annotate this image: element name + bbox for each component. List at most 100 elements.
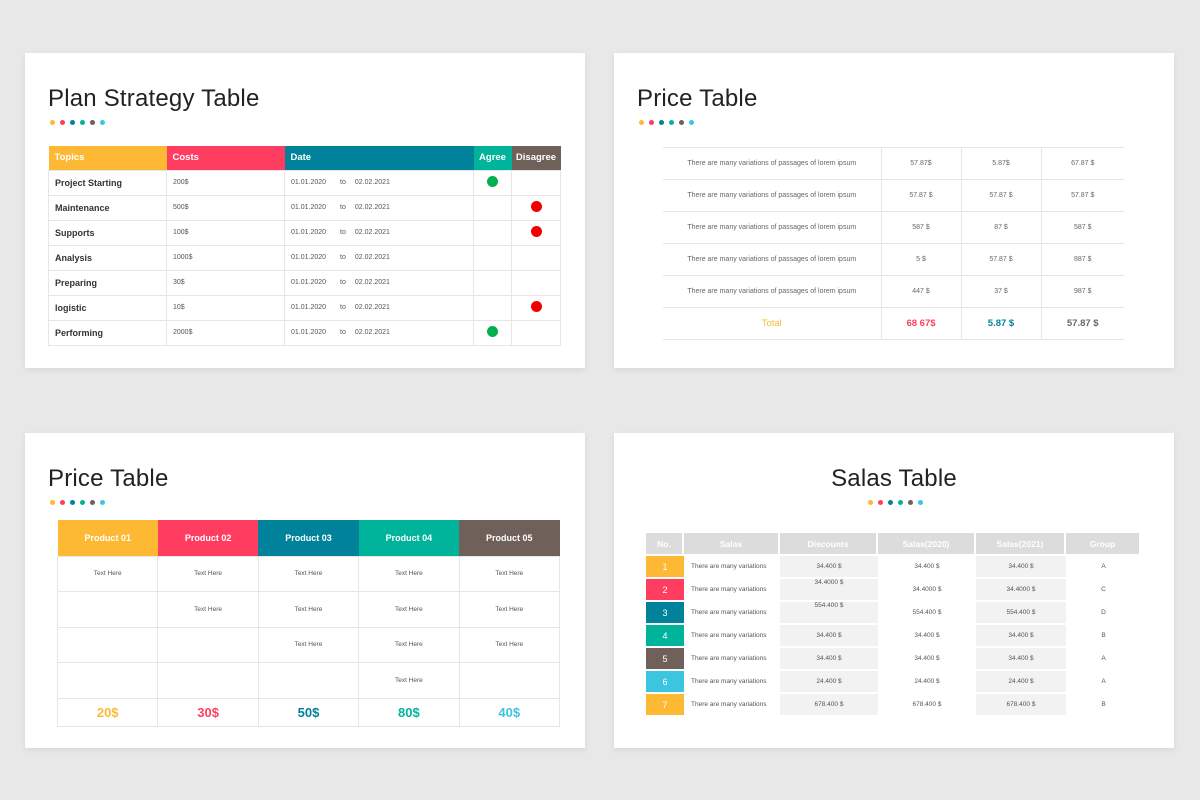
feature-cell [56, 662, 159, 699]
feature-cell [157, 626, 259, 663]
feature-cell [157, 662, 259, 699]
price-cell: 67.87 $ [1040, 147, 1124, 180]
salas-2021-cell: 678.400 $ [976, 694, 1066, 715]
topic-cell: Preparing [48, 269, 167, 296]
cost-cell: 2000$ [166, 319, 285, 346]
feature-cell: Text Here [257, 626, 360, 663]
date-from: 01.01.2020 [291, 279, 327, 286]
date-to-label: to [340, 254, 346, 261]
description-cell: There are many variations of passages of… [663, 147, 881, 180]
feature-cell: Text Here [458, 555, 561, 592]
topic-cell: Project Starting [48, 169, 167, 196]
disagree-cell [511, 169, 561, 196]
disagree-cell [511, 194, 561, 221]
table-row: logistic 10$ 01.01.2020 to 02.02.2021 [48, 294, 561, 321]
price-cell: 57.87 $ [1040, 179, 1124, 212]
dot-icon [639, 120, 644, 125]
dot-icon [888, 500, 893, 505]
disagree-cell [511, 319, 561, 346]
salas-2020-cell: 24.400 $ [914, 678, 940, 685]
agree-cell [473, 269, 512, 296]
discount-cell: 678.400 $ [780, 694, 878, 715]
total-value: 68 67$ [880, 307, 961, 340]
agree-dot-icon [487, 176, 498, 187]
agree-cell [473, 294, 512, 321]
feature-cell: Text Here [358, 626, 460, 663]
salas-2020-cell: 34.400 $ [914, 655, 940, 662]
discount-cell: 34.400 $ [780, 625, 878, 646]
table-row: There are many variations of passages of… [663, 179, 1124, 212]
topic-cell: Performing [48, 319, 167, 346]
salas-cell: There are many variations [691, 655, 767, 662]
table-row: Preparing 30$ 01.01.2020 to 02.02.2021 [48, 269, 561, 296]
column-header: No. [646, 533, 684, 554]
salas-2021-cell: 554.400 $ [976, 602, 1066, 623]
price-table-panel-2: Price Table Product 01 Product 02 Product … [25, 433, 585, 748]
number-cell: 4 [646, 625, 684, 646]
dot-icon [898, 500, 903, 505]
table-row: Maintenance 500$ 01.01.2020 to 02.02.2021 [48, 194, 561, 221]
product-price: 40$ [458, 697, 561, 727]
salas-2020-cell: 34.4000 $ [912, 586, 942, 593]
salas-table: No. Salas Discounts Salas(2020) Salas(2021) G… [646, 531, 1141, 717]
product-header: Product 01 [57, 520, 158, 556]
price-cell: 5 $ [880, 243, 961, 276]
description-cell: There are many variations of passages of… [663, 211, 881, 244]
table-row: Analysis 1000$ 01.01.2020 to 02.02.2021 [48, 244, 561, 271]
date-until: 02.02.2021 [354, 254, 390, 261]
table-row: There are many variations of passages of… [663, 243, 1124, 276]
table-row: 1 There are many variations 34.400 $ 34.400… [646, 556, 1141, 577]
feature-cell: Text Here [56, 555, 159, 592]
dot-icon [908, 500, 913, 505]
feature-cell [458, 662, 561, 699]
date-until: 02.02.2021 [354, 179, 390, 186]
date-from: 01.01.2020 [291, 179, 327, 186]
discount-cell: 34.400 $ [780, 556, 878, 577]
total-value: 5.87 $ [960, 307, 1041, 340]
feature-cell [56, 626, 159, 663]
dot-icon [60, 500, 65, 505]
date-until: 02.02.2021 [354, 329, 390, 336]
table-row: 6 There are many variations 24.400 $ 24.400… [646, 671, 1141, 692]
agree-dot-icon [487, 326, 498, 337]
table-row: There are many variations of passages of… [663, 211, 1124, 244]
disagree-dot-icon [530, 201, 542, 212]
feature-cell: Text Here [358, 555, 460, 592]
disagree-cell [511, 244, 561, 271]
color-dots [639, 120, 694, 125]
table-row: Performing 2000$ 01.01.2020 to 02.02.2021 [48, 319, 561, 346]
total-label: Total [663, 307, 881, 340]
column-header: Group [1066, 533, 1141, 554]
table-row: 3 There are many variations 554.400 $ 554.4… [646, 602, 1141, 623]
date-cell: 01.01.2020 to 02.02.2021 [284, 194, 474, 221]
price-table-panel-1: Price Table There are many variations of… [614, 53, 1174, 368]
dot-icon [60, 120, 65, 125]
group-cell: C [1101, 586, 1106, 593]
topic-cell: logistic [48, 294, 167, 321]
price-cell: 587 $ [1040, 211, 1124, 244]
date-to-label: to [340, 329, 346, 336]
discount-cell: 24.400 $ [780, 671, 878, 692]
disagree-cell [511, 294, 561, 321]
price-cell: 37 $ [960, 275, 1041, 308]
feature-cell [257, 662, 360, 699]
number-cell: 6 [646, 671, 684, 692]
date-to-label: to [340, 229, 346, 236]
salas-cell: There are many variations [691, 586, 767, 593]
cost-cell: 200$ [166, 169, 285, 196]
disagree-cell [511, 219, 561, 246]
group-cell: B [1101, 701, 1106, 708]
salas-2020-cell: 34.400 $ [914, 563, 940, 570]
date-from: 01.01.2020 [291, 329, 327, 336]
dot-icon [80, 500, 85, 505]
number-cell: 1 [646, 556, 684, 577]
date-from: 01.01.2020 [291, 229, 327, 236]
panel-title: Plan Strategy Table [48, 85, 260, 112]
table-row: 2 There are many variations 34.4000 $ 34.40… [646, 579, 1141, 600]
cost-cell: 10$ [166, 294, 285, 321]
topic-cell: Supports [48, 219, 167, 246]
agree-cell [473, 169, 512, 196]
feature-cell: Text Here [358, 662, 460, 699]
panel-title: Salas Table [831, 465, 957, 492]
price-cell: 447 $ [880, 275, 961, 308]
